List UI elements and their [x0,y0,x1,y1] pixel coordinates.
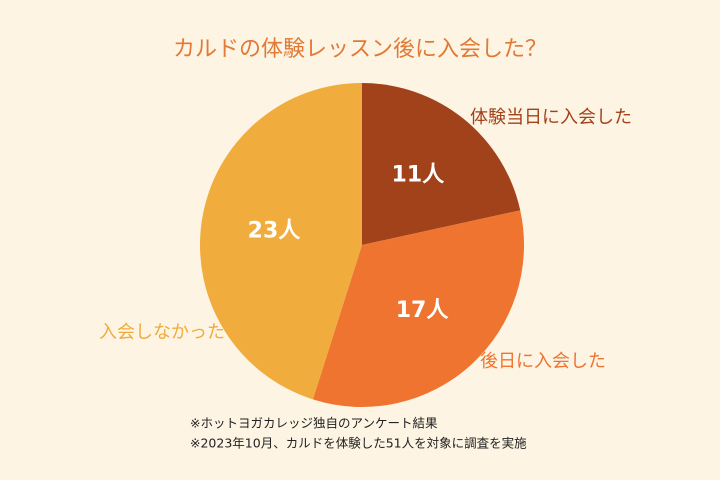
value-label: 17人 [396,298,449,323]
value-label: 11人 [392,163,445,188]
category-label: 体験当日に入会した [470,107,632,128]
pie-slice [199,83,362,400]
note: ※2023年10月、カルドを体験した51人を対象に調査を実施 [190,436,527,451]
category-label: 後日に入会した [480,351,606,372]
category-label: 入会しなかった [99,322,225,343]
note: ※ホットヨガカレッジ独自のアンケート結果 [190,416,438,431]
pie-slice [362,83,521,245]
chart-title: カルドの体験レッスン後に入会した？ [173,37,547,62]
pie-slice [312,210,525,408]
value-label: 23人 [248,218,301,243]
